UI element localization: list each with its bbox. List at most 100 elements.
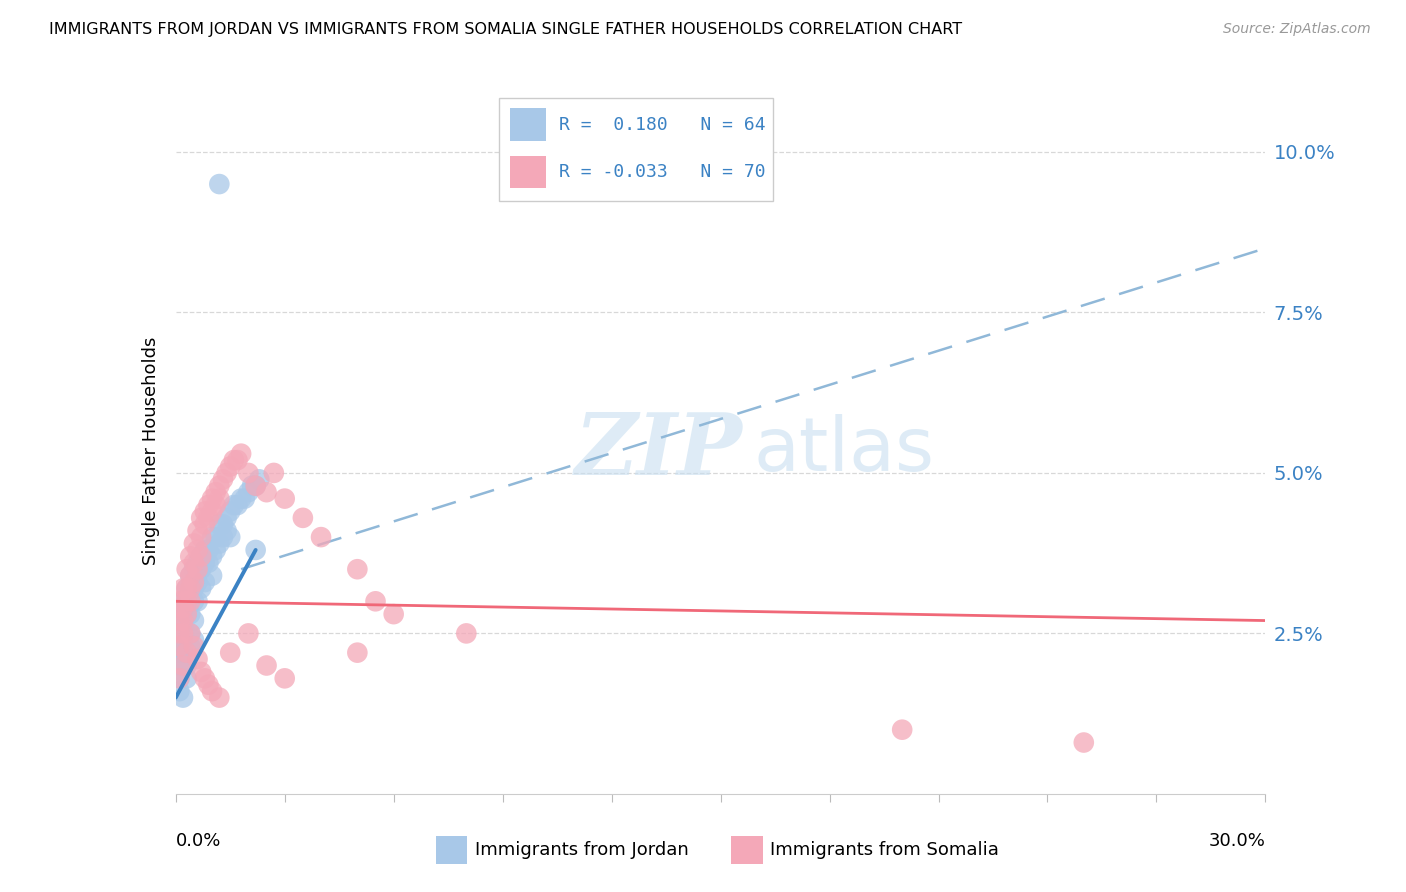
Point (172, 594, 194, 608)
Point (208, 491, 231, 506)
Point (208, 479, 231, 493)
Point (197, 511, 219, 525)
Point (201, 684, 224, 698)
Point (197, 556, 219, 570)
Point (208, 536, 231, 550)
Point (212, 530, 235, 544)
Point (219, 646, 242, 660)
Point (194, 517, 217, 532)
Text: IMMIGRANTS FROM JORDAN VS IMMIGRANTS FROM SOMALIA SINGLE FATHER HOUSEHOLDS CORRE: IMMIGRANTS FROM JORDAN VS IMMIGRANTS FRO… (49, 22, 962, 37)
Point (183, 556, 205, 570)
Text: R = -0.033   N = 70: R = -0.033 N = 70 (560, 163, 766, 181)
Point (274, 671, 297, 685)
FancyBboxPatch shape (499, 98, 773, 201)
Point (226, 498, 249, 512)
Point (208, 517, 231, 532)
Point (172, 614, 194, 628)
Bar (510, 155, 546, 188)
Point (172, 626, 194, 640)
Point (186, 575, 209, 590)
Point (176, 671, 198, 685)
Point (179, 607, 201, 622)
Point (169, 671, 191, 685)
Point (215, 524, 238, 538)
Point (204, 530, 226, 544)
Point (190, 530, 212, 544)
Point (172, 632, 194, 647)
Point (169, 626, 191, 640)
Point (212, 472, 235, 486)
Point (169, 658, 191, 673)
Point (190, 582, 212, 596)
Point (176, 594, 198, 608)
Point (194, 504, 217, 518)
Point (226, 453, 249, 467)
Point (186, 524, 209, 538)
Point (179, 626, 201, 640)
Point (183, 639, 205, 653)
Point (169, 614, 191, 628)
Point (201, 504, 224, 518)
Text: Source: ZipAtlas.com: Source: ZipAtlas.com (1223, 22, 1371, 37)
Point (208, 177, 231, 191)
Point (176, 646, 198, 660)
Point (382, 607, 405, 622)
Text: Immigrants from Jordan: Immigrants from Jordan (475, 840, 689, 859)
Point (263, 466, 285, 480)
Point (176, 582, 198, 596)
Point (219, 504, 242, 518)
Point (274, 491, 297, 506)
Point (219, 530, 242, 544)
Point (183, 536, 205, 550)
Point (172, 582, 194, 596)
Point (201, 491, 224, 506)
Point (183, 594, 205, 608)
Point (208, 690, 231, 705)
Bar (510, 108, 546, 141)
Point (169, 646, 191, 660)
Point (204, 498, 226, 512)
Point (172, 620, 194, 634)
Point (238, 485, 260, 500)
Point (179, 549, 201, 564)
Point (247, 472, 270, 486)
Point (172, 600, 194, 615)
Point (240, 479, 263, 493)
Point (197, 678, 219, 692)
Point (219, 459, 242, 474)
Point (190, 549, 212, 564)
Point (215, 466, 238, 480)
Point (194, 575, 217, 590)
Point (194, 556, 217, 570)
Point (176, 607, 198, 622)
Point (291, 511, 314, 525)
Point (176, 607, 198, 622)
Point (245, 543, 267, 558)
Bar (436, 836, 467, 863)
Point (172, 607, 194, 622)
Point (194, 543, 217, 558)
Text: 30.0%: 30.0% (1209, 831, 1265, 850)
Point (231, 447, 253, 461)
Y-axis label: Single Father Households: Single Father Households (142, 336, 160, 565)
Point (233, 491, 256, 506)
Point (201, 549, 224, 564)
Point (190, 562, 212, 576)
Text: R =  0.180   N = 64: R = 0.180 N = 64 (560, 116, 766, 134)
Point (172, 658, 194, 673)
Point (179, 639, 201, 653)
Point (245, 479, 267, 493)
Point (891, 723, 914, 737)
Point (346, 562, 368, 576)
Point (176, 658, 198, 673)
Point (309, 530, 332, 544)
Point (186, 562, 209, 576)
Point (190, 511, 212, 525)
Point (176, 582, 198, 596)
Point (176, 562, 198, 576)
Point (176, 646, 198, 660)
Point (183, 614, 205, 628)
Point (231, 491, 253, 506)
Point (186, 652, 209, 666)
Point (179, 594, 201, 608)
